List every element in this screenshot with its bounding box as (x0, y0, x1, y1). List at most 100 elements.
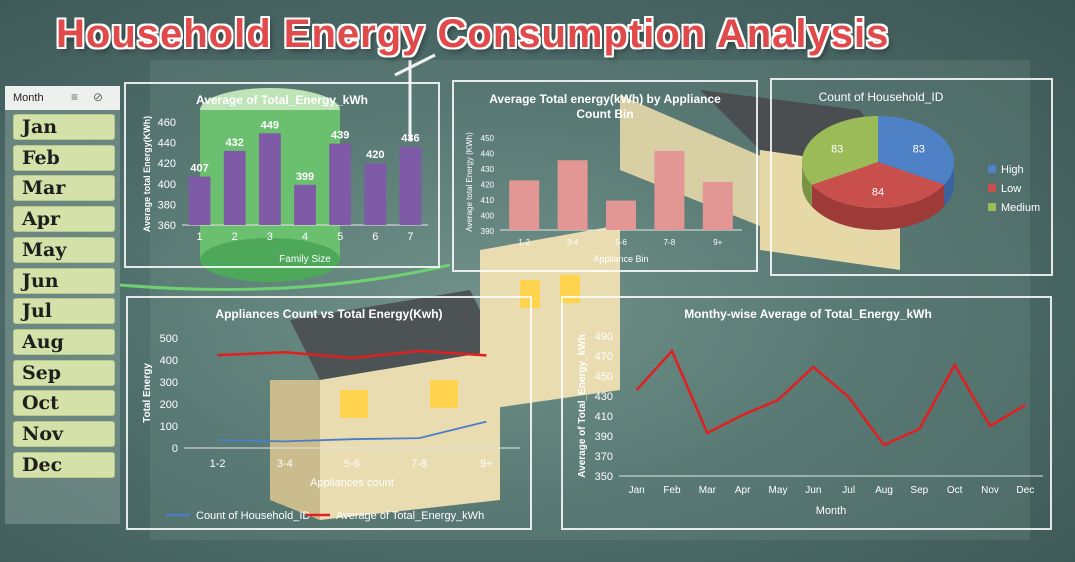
x-tick-label: Dec (1016, 485, 1034, 496)
x-tick-label: 5-6 (344, 458, 360, 470)
y-tick-label: 450 (481, 134, 495, 143)
y-tick-label: 460 (158, 117, 176, 129)
pie-slice-side (944, 162, 954, 207)
x-tick-label: 6 (372, 231, 378, 243)
y-tick-label: 410 (595, 411, 613, 423)
chart-title: Monthy-wise Average of Total_Energy_kWh (684, 307, 932, 321)
x-tick-label: 2 (232, 231, 238, 243)
y-tick-label: 440 (481, 150, 495, 159)
month-button-feb[interactable]: Feb (13, 144, 115, 171)
x-tick-label: Apr (735, 485, 751, 496)
x-tick-label: Oct (947, 485, 963, 496)
x-tick-label: 3 (267, 231, 273, 243)
month-button-jun[interactable]: Jun (13, 267, 115, 294)
y-tick-label: 490 (595, 331, 613, 343)
appliance-bin-chart-panel: Average Total energy(kWh) by Appliance Co… (452, 80, 758, 272)
y-tick-label: 390 (595, 431, 613, 443)
month-slicer: Month ≡ ⊘ Jan Feb Mar Apr May Jun Jul Aug Sep Oct… (5, 86, 120, 524)
x-axis-label: Appliance Bin (593, 254, 648, 264)
bar (557, 160, 588, 230)
legend-label: High (1001, 164, 1024, 176)
household-count-pie: Count of Household_ID 83 84 83 High Low Medium (802, 90, 1040, 231)
x-axis-label: Family Size (279, 254, 331, 265)
family-size-chart: Average of Total_Energy_kWh 360 380 400 420 4… (142, 93, 428, 265)
month-button-may[interactable]: May (13, 236, 115, 263)
pie-data-label: 83 (831, 144, 843, 156)
legend-swatch (988, 165, 996, 173)
y-tick-label: 430 (595, 391, 613, 403)
y-tick-label: 360 (158, 220, 176, 232)
month-button-jan[interactable]: Jan (13, 114, 115, 140)
x-tick-label: 7-8 (411, 458, 427, 470)
month-button-dec[interactable]: Dec (13, 451, 115, 478)
x-tick-label: May (769, 485, 788, 496)
pie-slice (811, 162, 945, 209)
y-tick-label: 100 (160, 421, 178, 433)
bar (329, 143, 352, 225)
pie-slice-side (802, 162, 812, 207)
month-button-jul[interactable]: Jul (13, 298, 115, 325)
chart-title: Average Total energy(kWh) by Appliance (489, 92, 721, 106)
x-tick-label: 3-4 (567, 238, 579, 247)
y-tick-label: 500 (160, 333, 178, 345)
pie-slice-side (811, 184, 945, 231)
month-button-nov[interactable]: Nov (13, 421, 115, 447)
family-size-chart-panel: Average of Total_Energy_kWh 360 380 400 420 4… (124, 82, 440, 268)
y-tick-label: 400 (160, 355, 178, 367)
month-button-oct[interactable]: Oct (13, 390, 115, 417)
x-tick-label: 9+ (480, 458, 493, 470)
appliance-bin-chart: Average Total energy(kWh) by ApplianceCo… (465, 92, 742, 264)
y-tick-label: 440 (158, 138, 176, 150)
appliance-count-line-chart: Appliances Count vs Total Energy(Kwh) 0 10… (142, 307, 520, 522)
page-title: Household Energy Consumption Analysis (56, 12, 890, 56)
y-tick-label: 400 (158, 179, 176, 191)
legend-swatch (988, 184, 996, 192)
y-tick-label: 400 (481, 212, 495, 221)
y-tick-label: 420 (158, 158, 176, 170)
bar (364, 163, 387, 225)
series-line (217, 420, 487, 443)
chart-title: Count Bin (576, 107, 633, 121)
legend-swatch (988, 203, 996, 211)
x-tick-label: Jun (805, 485, 821, 496)
series-line (635, 348, 1026, 447)
y-axis-label: Average of Total_Energy_kWh (577, 334, 588, 477)
bar (509, 180, 540, 230)
y-tick-label: 470 (595, 351, 613, 363)
data-label: 436 (401, 133, 419, 145)
pie-slice (802, 116, 878, 185)
chart-title: Count of Household_ID (819, 90, 944, 104)
x-tick-label: Feb (663, 485, 681, 496)
x-tick-label: 1-2 (210, 458, 226, 470)
x-tick-label: Sep (910, 485, 928, 496)
bar (654, 150, 685, 230)
y-axis-label: Total Energy (142, 363, 153, 423)
clear-filter-icon[interactable]: ⊘ (93, 90, 104, 104)
x-axis-label: Month (816, 505, 847, 517)
y-tick-label: 300 (160, 377, 178, 389)
data-label: 407 (190, 163, 208, 175)
slicer-title: Month (13, 92, 44, 104)
month-button-mar[interactable]: Mar (13, 175, 115, 202)
x-tick-label: Mar (699, 485, 717, 496)
data-label: 399 (296, 171, 314, 183)
legend-label: Count of Household_ID (196, 510, 310, 522)
y-tick-label: 200 (160, 399, 178, 411)
x-tick-label: 5 (337, 231, 343, 243)
month-button-apr[interactable]: Apr (13, 206, 115, 233)
monthly-line-panel: Monthy-wise Average of Total_Energy_kWh 3… (561, 296, 1052, 530)
bar (188, 176, 211, 225)
x-tick-label: Jan (629, 485, 645, 496)
x-tick-label: 7-8 (664, 238, 676, 247)
bar (223, 150, 246, 225)
data-label: 449 (261, 119, 279, 131)
y-tick-label: 390 (481, 227, 495, 236)
month-button-aug[interactable]: Aug (13, 328, 115, 355)
chart-title: Appliances Count vs Total Energy(Kwh) (215, 307, 442, 321)
pie-slice (878, 116, 954, 185)
y-tick-label: 450 (595, 371, 613, 383)
month-button-sep[interactable]: Sep (13, 359, 115, 386)
legend-label: Low (1001, 183, 1021, 195)
multi-select-icon[interactable]: ≡ (71, 90, 79, 104)
series-line (217, 349, 487, 360)
